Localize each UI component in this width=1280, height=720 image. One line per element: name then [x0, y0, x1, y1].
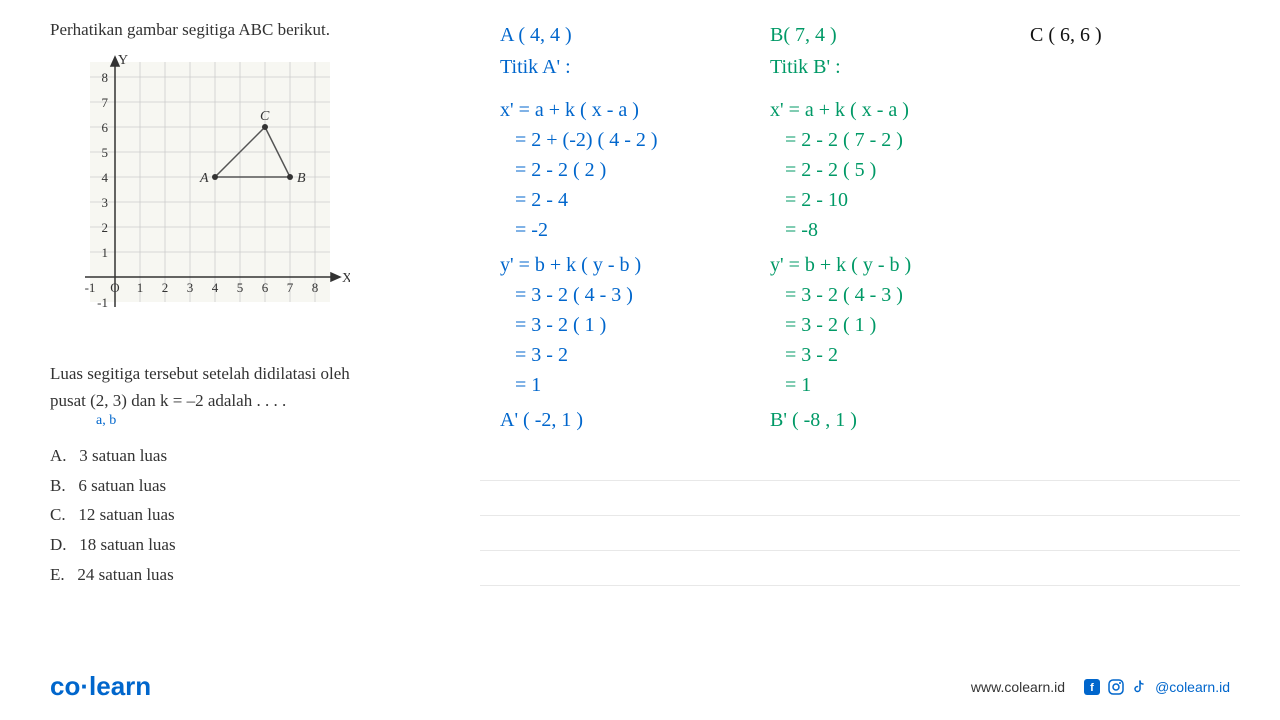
ab-annotation: a, b: [96, 410, 470, 432]
svg-text:7: 7: [287, 280, 294, 295]
col-b-line1: = 2 - 2 ( 7 - 2 ): [770, 125, 903, 155]
option-d: D. 18 satuan luas: [50, 530, 470, 560]
triangle-graph: A B C 876 543 21-1 -1O 123 456 78 Y X: [60, 52, 350, 342]
svg-text:2: 2: [162, 280, 169, 295]
col-a-line0: x' = a + k ( x - a ): [500, 95, 639, 125]
col-a-line4: = -2: [500, 215, 548, 245]
svg-text:C: C: [260, 109, 270, 124]
col-a-line7: = 3 - 2 ( 1 ): [500, 310, 606, 340]
footer-right: www.colearn.id f @colearn.id: [971, 678, 1230, 696]
option-a: A. 3 satuan luas: [50, 441, 470, 471]
svg-text:X: X: [342, 271, 350, 286]
svg-text:1: 1: [102, 245, 109, 260]
prompt-line1: Luas segitiga tersebut setelah didilatas…: [50, 364, 350, 383]
svg-text:8: 8: [312, 280, 319, 295]
option-b: B. 6 satuan luas: [50, 471, 470, 501]
instagram-icon: [1107, 678, 1125, 696]
svg-text:8: 8: [102, 70, 109, 85]
col-b-line0: x' = a + k ( x - a ): [770, 95, 909, 125]
svg-text:7: 7: [102, 95, 109, 110]
col-b-line8: = 3 - 2: [770, 340, 838, 370]
svg-text:6: 6: [102, 120, 109, 135]
svg-text:-1: -1: [85, 280, 96, 295]
col-a-line8: = 3 - 2: [500, 340, 568, 370]
col-a-line10: A' ( -2, 1 ): [500, 405, 583, 435]
footer: co·learn www.colearn.id f @colearn.id: [0, 671, 1280, 702]
col-b-line9: = 1: [770, 370, 811, 400]
col-c-header: C ( 6, 6 ): [1030, 20, 1102, 50]
question-panel: Perhatikan gambar segitiga ABC berikut.: [50, 20, 470, 590]
col-a-titik: Titik A' :: [500, 52, 571, 82]
svg-text:4: 4: [102, 170, 109, 185]
footer-url: www.colearn.id: [971, 679, 1065, 695]
svg-text:3: 3: [102, 195, 109, 210]
svg-text:1: 1: [137, 280, 144, 295]
col-a-line2: = 2 - 2 ( 2 ): [500, 155, 606, 185]
svg-text:O: O: [110, 280, 119, 295]
svg-text:3: 3: [187, 280, 194, 295]
col-a-line9: = 1: [500, 370, 541, 400]
handwritten-panel: A ( 4, 4 ) Titik A' : x' = a + k ( x - a…: [470, 20, 1240, 590]
col-b-line6: = 3 - 2 ( 4 - 3 ): [770, 280, 903, 310]
col-b-titik: Titik B' :: [770, 52, 841, 82]
footer-handle: @colearn.id: [1155, 679, 1230, 695]
svg-text:f: f: [1090, 682, 1094, 694]
col-b-line7: = 3 - 2 ( 1 ): [770, 310, 876, 340]
svg-text:B: B: [297, 171, 306, 186]
col-b-line4: = -8: [770, 215, 818, 245]
question-intro: Perhatikan gambar segitiga ABC berikut.: [50, 20, 470, 40]
col-b-line3: = 2 - 10: [770, 185, 848, 215]
col-b-line5: y' = b + k ( y - b ): [770, 250, 911, 280]
colearn-logo: co·learn: [50, 671, 151, 702]
svg-text:5: 5: [102, 145, 109, 160]
facebook-icon: f: [1083, 678, 1101, 696]
col-b-line10: B' ( -8 , 1 ): [770, 405, 857, 435]
col-a-line3: = 2 - 4: [500, 185, 568, 215]
svg-text:6: 6: [262, 280, 269, 295]
svg-text:-1: -1: [97, 295, 108, 310]
question-prompt: Luas segitiga tersebut setelah didilatas…: [50, 360, 470, 433]
option-e: E. 24 satuan luas: [50, 560, 470, 590]
col-a-line5: y' = b + k ( y - b ): [500, 250, 641, 280]
tiktok-icon: [1131, 678, 1149, 696]
svg-text:5: 5: [237, 280, 244, 295]
col-b-header: B( 7, 4 ): [770, 20, 837, 50]
svg-text:A: A: [199, 171, 209, 186]
prompt-line2: pusat (2, 3) dan k = –2 adalah . . . .: [50, 391, 286, 410]
col-a-header: A ( 4, 4 ): [500, 20, 572, 50]
option-c: C. 12 satuan luas: [50, 500, 470, 530]
svg-text:4: 4: [212, 280, 219, 295]
svg-text:Y: Y: [118, 53, 128, 68]
social-icons: f @colearn.id: [1083, 678, 1230, 696]
col-a-line1: = 2 + (-2) ( 4 - 2 ): [500, 125, 658, 155]
col-a-line6: = 3 - 2 ( 4 - 3 ): [500, 280, 633, 310]
answer-options: A. 3 satuan luas B. 6 satuan luas C. 12 …: [50, 441, 470, 590]
svg-text:2: 2: [102, 220, 109, 235]
col-b-line2: = 2 - 2 ( 5 ): [770, 155, 876, 185]
